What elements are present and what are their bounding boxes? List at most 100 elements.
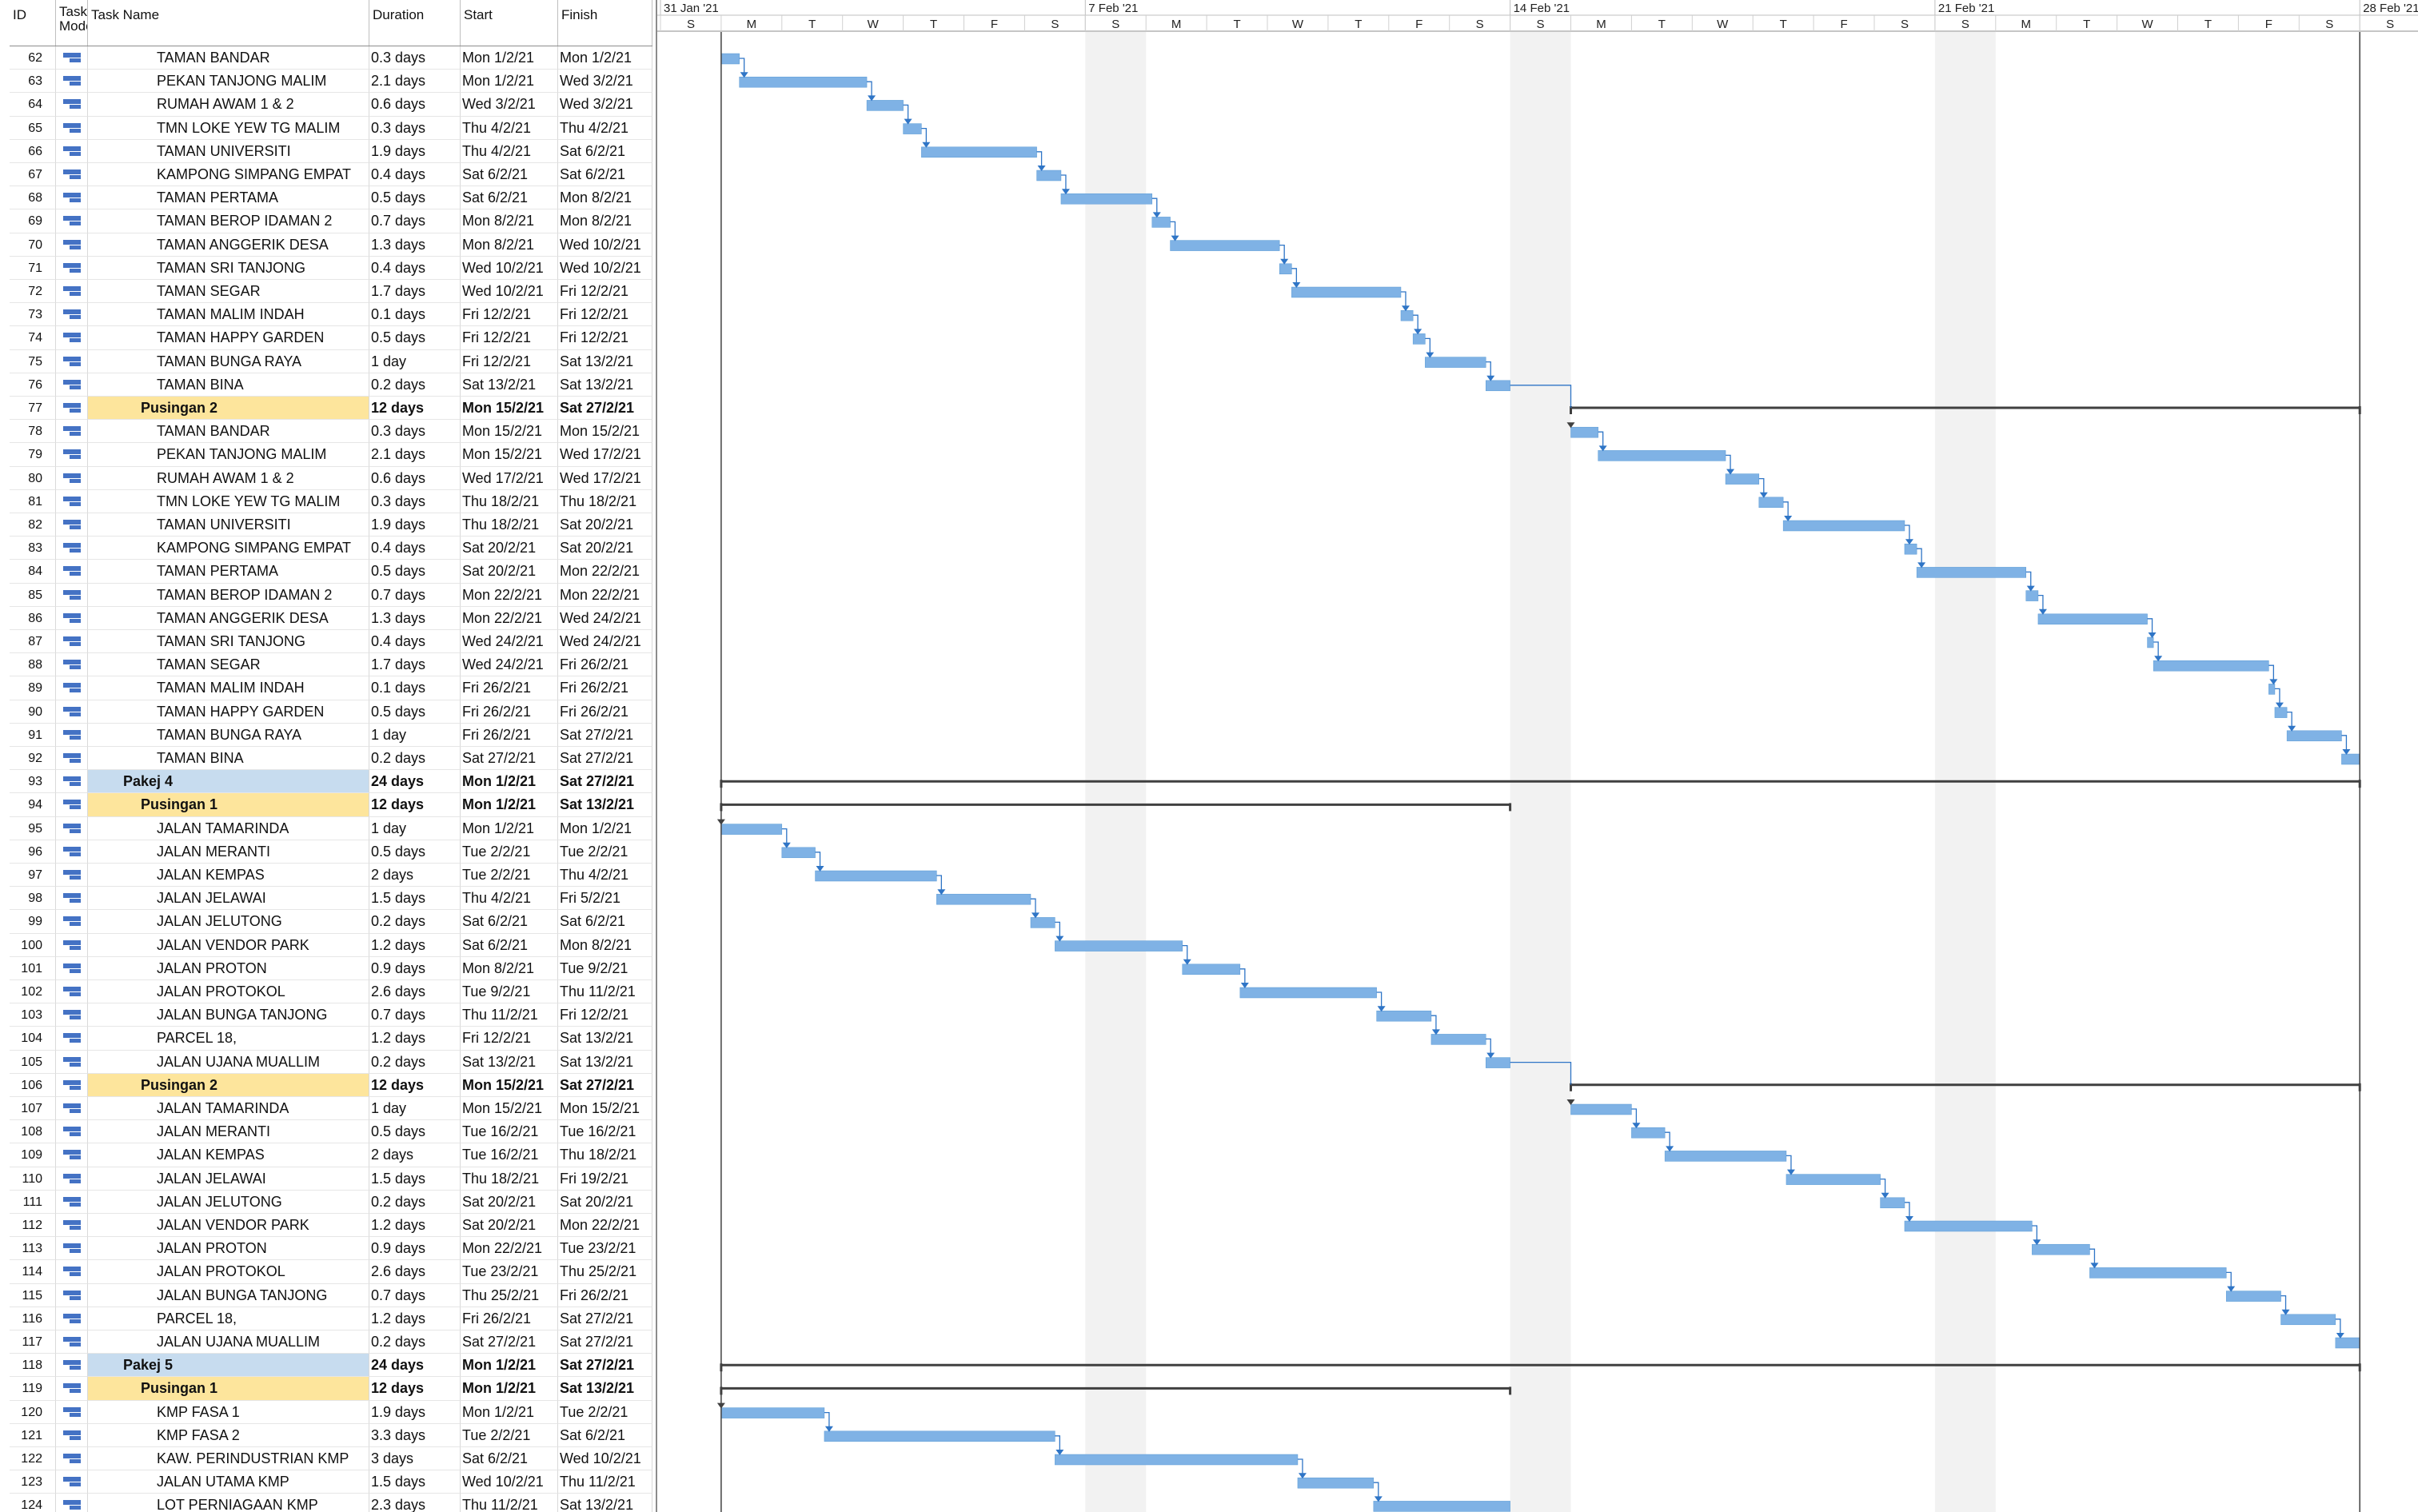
start-date-cell[interactable]: Mon 22/2/21 bbox=[461, 1237, 558, 1261]
finish-date-cell[interactable]: Fri 12/2/21 bbox=[558, 303, 652, 327]
task-bar[interactable] bbox=[2268, 684, 2276, 695]
task-name-cell[interactable]: Pusingan 1 bbox=[88, 793, 369, 817]
task-bar[interactable] bbox=[824, 1430, 1055, 1442]
task-id-cell[interactable]: 77 bbox=[10, 397, 56, 421]
start-date-cell[interactable]: Tue 16/2/21 bbox=[461, 1120, 558, 1144]
finish-date-cell[interactable]: Mon 22/2/21 bbox=[558, 1214, 652, 1238]
task-mode-cell[interactable] bbox=[56, 630, 88, 654]
task-name-cell[interactable]: JALAN JELUTONG bbox=[88, 910, 369, 934]
task-name-cell[interactable]: TAMAN UNIVERSITI bbox=[88, 139, 369, 163]
task-bar[interactable] bbox=[1570, 1103, 1632, 1115]
finish-date-cell[interactable]: Sat 20/2/21 bbox=[558, 1190, 652, 1214]
task-row[interactable]: 102 JALAN PROTOKOL 2.6 days Tue 9/2/21 Thu 1… bbox=[10, 980, 652, 1004]
task-mode-cell[interactable] bbox=[56, 1354, 88, 1378]
task-bar[interactable] bbox=[1786, 1174, 1881, 1185]
start-date-cell[interactable]: Sat 6/2/21 bbox=[461, 163, 558, 187]
start-date-cell[interactable]: Sat 20/2/21 bbox=[461, 1190, 558, 1214]
task-bar[interactable] bbox=[1880, 1197, 1905, 1209]
task-name-cell[interactable]: TAMAN BUNGA RAYA bbox=[88, 723, 369, 747]
task-mode-cell[interactable] bbox=[56, 1494, 88, 1512]
task-row[interactable]: 121 KMP FASA 2 3.3 days Tue 2/2/21 Sat 6/2/2… bbox=[10, 1423, 652, 1447]
task-id-cell[interactable]: 103 bbox=[10, 1003, 56, 1027]
task-bar[interactable] bbox=[2335, 1337, 2360, 1349]
task-row[interactable]: 112 JALAN VENDOR PARK 1.2 days Sat 20/2/21 M… bbox=[10, 1214, 652, 1238]
task-bar[interactable] bbox=[1782, 520, 1905, 532]
finish-date-cell[interactable]: Sat 20/2/21 bbox=[558, 513, 652, 537]
task-row[interactable]: 66 TAMAN UNIVERSITI 1.9 days Thu 4/2/21 Sat … bbox=[10, 139, 652, 163]
task-name-cell[interactable]: LOT PERNIAGAAN KMP bbox=[88, 1494, 369, 1512]
duration-cell[interactable]: 2.1 days bbox=[369, 443, 461, 467]
task-row[interactable]: 63 PEKAN TANJONG MALIM 2.1 days Mon 1/2/21 W… bbox=[10, 70, 652, 94]
task-name-cell[interactable]: TAMAN HAPPY GARDEN bbox=[88, 700, 369, 724]
task-mode-cell[interactable] bbox=[56, 186, 88, 210]
finish-date-cell[interactable]: Sat 27/2/21 bbox=[558, 1073, 652, 1097]
finish-date-cell[interactable]: Wed 24/2/21 bbox=[558, 630, 652, 654]
task-id-cell[interactable]: 99 bbox=[10, 910, 56, 934]
finish-date-cell[interactable]: Mon 1/2/21 bbox=[558, 46, 652, 70]
start-date-cell[interactable]: Thu 11/2/21 bbox=[461, 1003, 558, 1027]
task-mode-cell[interactable] bbox=[56, 1027, 88, 1051]
task-bar[interactable] bbox=[2274, 707, 2288, 718]
task-name-cell[interactable]: TMN LOKE YEW TG MALIM bbox=[88, 116, 369, 140]
task-id-cell[interactable]: 101 bbox=[10, 956, 56, 980]
finish-date-cell[interactable]: Wed 10/2/21 bbox=[558, 233, 652, 257]
finish-date-cell[interactable]: Thu 11/2/21 bbox=[558, 980, 652, 1004]
task-row[interactable]: 81 TMN LOKE YEW TG MALIM 0.3 days Thu 18/2/… bbox=[10, 489, 652, 513]
task-mode-cell[interactable] bbox=[56, 537, 88, 561]
task-id-cell[interactable]: 124 bbox=[10, 1494, 56, 1512]
start-date-cell[interactable]: Wed 10/2/21 bbox=[461, 256, 558, 280]
finish-date-cell[interactable]: Thu 18/2/21 bbox=[558, 489, 652, 513]
task-row[interactable]: 79 PEKAN TANJONG MALIM 2.1 days Mon 15/2/21… bbox=[10, 443, 652, 467]
task-name-cell[interactable]: JALAN KEMPAS bbox=[88, 864, 369, 888]
finish-date-cell[interactable]: Fri 26/2/21 bbox=[558, 1283, 652, 1307]
task-id-cell[interactable]: 104 bbox=[10, 1027, 56, 1051]
task-row[interactable]: 65 TMN LOKE YEW TG MALIM 0.3 days Thu 4/2/2… bbox=[10, 116, 652, 140]
start-date-cell[interactable]: Mon 8/2/21 bbox=[461, 233, 558, 257]
task-name-cell[interactable]: RUMAH AWAM 1 & 2 bbox=[88, 93, 369, 117]
finish-date-cell[interactable]: Sat 27/2/21 bbox=[558, 747, 652, 771]
task-mode-cell[interactable] bbox=[56, 864, 88, 888]
start-date-cell[interactable]: Wed 10/2/21 bbox=[461, 280, 558, 304]
duration-cell[interactable]: 0.3 days bbox=[369, 116, 461, 140]
task-name-cell[interactable]: Pusingan 2 bbox=[88, 1073, 369, 1097]
task-name-cell[interactable]: Pusingan 2 bbox=[88, 397, 369, 421]
task-row[interactable]: 117 JALAN UJANA MUALLIM 0.2 days Sat 27/2/2… bbox=[10, 1330, 652, 1354]
task-name-cell[interactable]: JALAN PROTON bbox=[88, 956, 369, 980]
duration-cell[interactable]: 0.2 days bbox=[369, 1330, 461, 1354]
task-bar[interactable] bbox=[1291, 286, 1402, 298]
task-mode-cell[interactable] bbox=[56, 653, 88, 677]
finish-date-cell[interactable]: Sat 27/2/21 bbox=[558, 770, 652, 794]
start-date-cell[interactable]: Sat 20/2/21 bbox=[461, 537, 558, 561]
task-row[interactable]: 115 JALAN BUNGA TANJONG 0.7 days Thu 25/2/2… bbox=[10, 1283, 652, 1307]
task-mode-cell[interactable] bbox=[56, 443, 88, 467]
task-bar[interactable] bbox=[1485, 380, 1510, 392]
duration-cell[interactable]: 1.7 days bbox=[369, 653, 461, 677]
task-name-cell[interactable]: TAMAN BUNGA RAYA bbox=[88, 349, 369, 373]
task-name-cell[interactable]: JALAN VENDOR PARK bbox=[88, 933, 369, 957]
finish-date-cell[interactable]: Mon 8/2/21 bbox=[558, 209, 652, 233]
task-name-cell[interactable]: TAMAN SEGAR bbox=[88, 653, 369, 677]
duration-cell[interactable]: 1 day bbox=[369, 349, 461, 373]
task-bar[interactable] bbox=[1425, 357, 1486, 368]
task-name-cell[interactable]: TAMAN BINA bbox=[88, 747, 369, 771]
task-row[interactable]: 69 TAMAN BEROP IDAMAN 2 0.7 days Mon 8/2/21… bbox=[10, 209, 652, 233]
duration-cell[interactable]: 0.9 days bbox=[369, 1237, 461, 1261]
task-row[interactable]: 114 JALAN PROTOKOL 2.6 days Tue 23/2/21 Thu … bbox=[10, 1260, 652, 1284]
task-mode-cell[interactable] bbox=[56, 116, 88, 140]
task-id-cell[interactable]: 120 bbox=[10, 1400, 56, 1424]
summary-task-row[interactable]: 118 Pakej 5 24 days Mon 1/2/21 Sat 27/2/21 bbox=[10, 1354, 652, 1378]
task-mode-cell[interactable] bbox=[56, 1377, 88, 1401]
task-id-cell[interactable]: 122 bbox=[10, 1447, 56, 1471]
task-mode-cell[interactable] bbox=[56, 326, 88, 350]
finish-date-cell[interactable]: Fri 12/2/21 bbox=[558, 1003, 652, 1027]
finish-date-cell[interactable]: Thu 18/2/21 bbox=[558, 1143, 652, 1167]
task-row[interactable]: 123 JALAN UTAMA KMP 1.5 days Wed 10/2/21 Thu… bbox=[10, 1470, 652, 1494]
task-bar[interactable] bbox=[921, 146, 1037, 158]
task-name-cell[interactable]: JALAN MERANTI bbox=[88, 1120, 369, 1144]
task-mode-cell[interactable] bbox=[56, 1260, 88, 1284]
task-name-cell[interactable]: JALAN JELAWAI bbox=[88, 1167, 369, 1191]
task-mode-cell[interactable] bbox=[56, 1470, 88, 1494]
finish-date-cell[interactable]: Wed 24/2/21 bbox=[558, 606, 652, 630]
task-name-cell[interactable]: JALAN BUNGA TANJONG bbox=[88, 1283, 369, 1307]
start-date-cell[interactable]: Thu 4/2/21 bbox=[461, 887, 558, 911]
